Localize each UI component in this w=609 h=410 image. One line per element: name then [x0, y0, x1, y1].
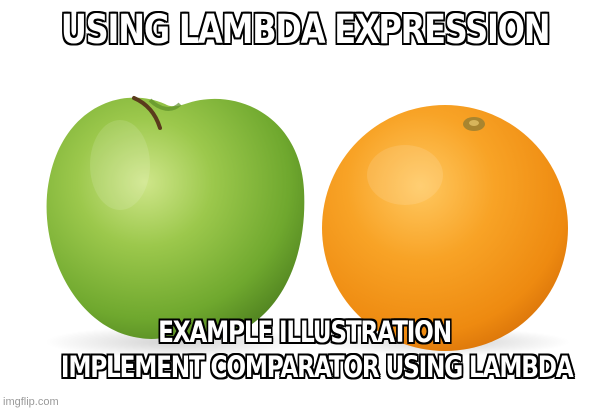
imgflip-watermark: imgflip.com: [3, 396, 59, 408]
orange: [322, 105, 568, 351]
bottom-caption: EXAMPLE ILLUSTRATION IMPLEMENT COMPARATO…: [60, 315, 574, 388]
green-apple: [46, 97, 305, 340]
apple-shadow: [45, 326, 305, 358]
apple-stem: [132, 96, 162, 130]
bottom-caption-line-1: EXAMPLE ILLUSTRATION: [158, 315, 452, 349]
orange-navel-center: [469, 120, 479, 126]
top-caption: USING LAMBDA EXPRESSION: [60, 7, 551, 53]
bottom-caption-line-2: IMPLEMENT COMPARATOR USING LAMBDA: [60, 350, 574, 384]
